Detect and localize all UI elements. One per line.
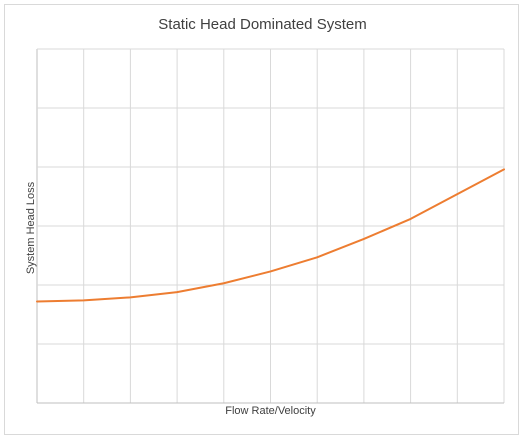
chart-title: Static Head Dominated System [158, 16, 367, 33]
chart-frame [4, 4, 519, 435]
series-group [36, 168, 505, 303]
gridlines [36, 48, 505, 404]
series-line [36, 168, 505, 303]
y-axis-label: System Head Loss [25, 181, 37, 275]
x-axis-label: Flow Rate/Velocity [225, 405, 316, 417]
